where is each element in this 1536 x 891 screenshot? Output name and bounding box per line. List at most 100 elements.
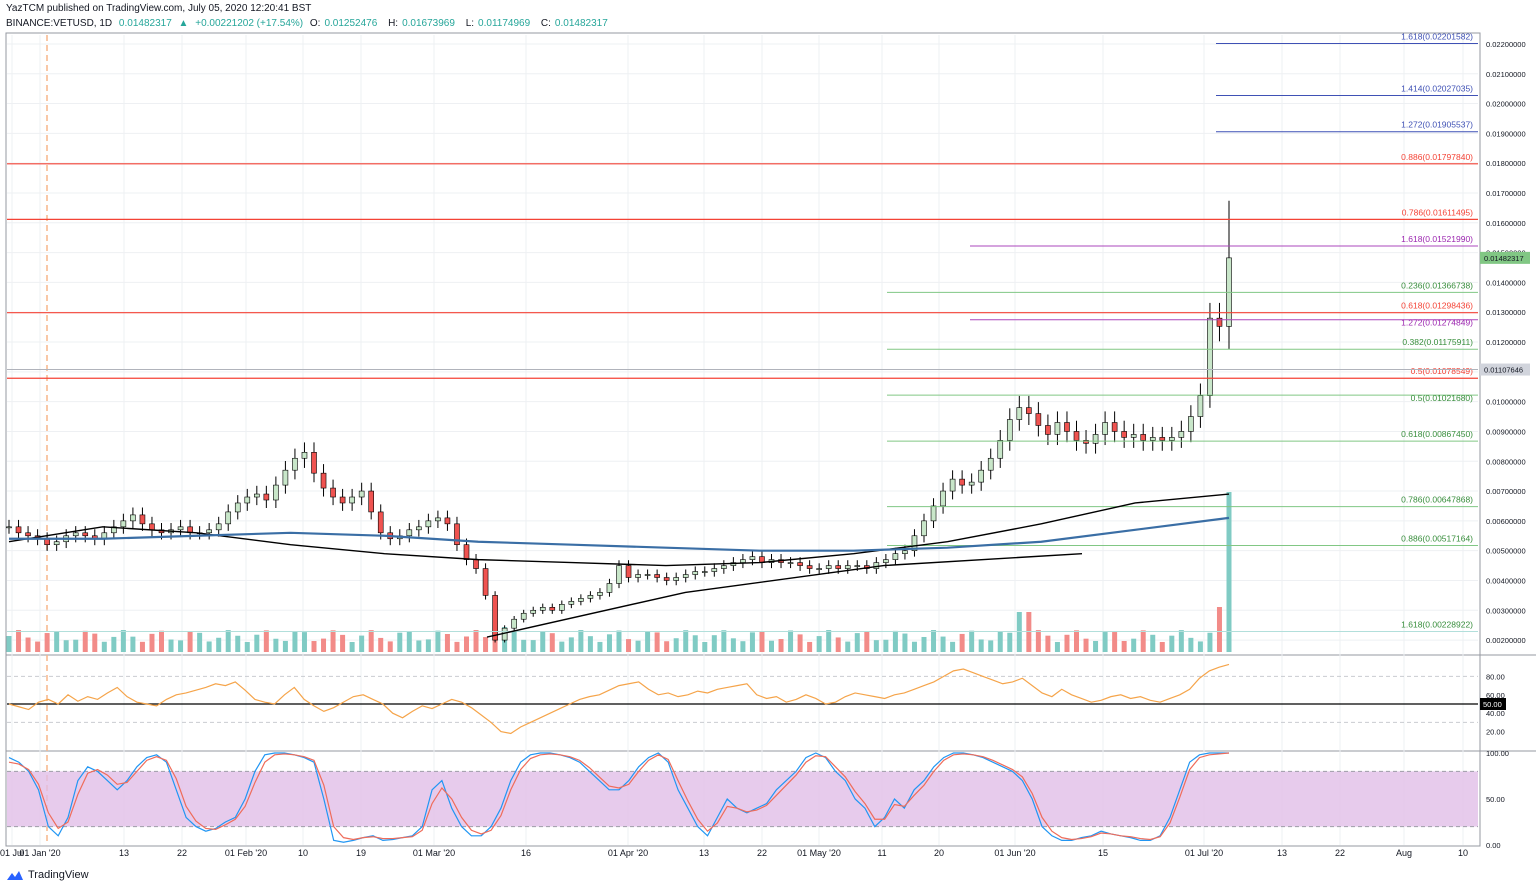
candle-body <box>911 535 918 551</box>
volume-bar <box>464 636 469 652</box>
candle-body <box>682 574 689 578</box>
candle-body <box>177 526 184 531</box>
volume-bar <box>1140 630 1146 652</box>
volume-bar <box>44 633 50 652</box>
price-label-box <box>1480 363 1530 376</box>
volume-bar <box>931 630 937 652</box>
candle-body <box>930 505 937 522</box>
volume-bar <box>1150 634 1156 652</box>
volume-bar <box>111 636 117 652</box>
volume-bar <box>387 641 393 652</box>
candle-body <box>1083 440 1089 444</box>
volume-bar <box>63 640 69 652</box>
x-tick-label: 01 Jan '20 <box>19 848 60 858</box>
level-label: 0.786(0.00647868) <box>1401 495 1473 505</box>
volume-bar <box>178 640 184 652</box>
candle-body <box>1054 422 1061 435</box>
volume-bar <box>1112 632 1118 652</box>
volume-bar <box>1064 634 1070 652</box>
volume-bar <box>521 639 527 652</box>
volume-bar <box>282 640 288 652</box>
volume-bar <box>568 637 574 652</box>
volume-bar <box>444 634 450 652</box>
candle-body <box>740 559 746 563</box>
price-label-box <box>1480 251 1530 264</box>
level-label: 1.414(0.02027035) <box>1401 83 1473 93</box>
price-change: +0.00221202 (+17.54%) <box>195 18 304 29</box>
tradingview-logo-icon[interactable] <box>6 869 24 881</box>
volume-bar <box>149 633 155 652</box>
candle-body <box>606 583 613 593</box>
candle-body <box>349 496 355 504</box>
candle-body <box>673 577 679 581</box>
candle-body <box>940 490 946 507</box>
plot-frame <box>5 32 1481 847</box>
candle-body <box>1216 317 1223 327</box>
high-value: 0.01673969 <box>402 18 455 29</box>
y-tick-label: 0.02100000 <box>1486 70 1526 79</box>
volume-bar <box>73 639 79 652</box>
stoch-d-line <box>8 752 1230 841</box>
candle-body <box>692 571 699 575</box>
volume-bar <box>635 640 641 652</box>
candle-body <box>959 478 965 486</box>
volume-bar <box>597 641 603 652</box>
volume-bar <box>940 636 946 652</box>
x-tick-label: 01 Apr '20 <box>608 848 648 858</box>
volume-bar <box>854 633 860 652</box>
volume-bar <box>1159 641 1165 652</box>
y-tick-label: 0.00300000 <box>1486 606 1526 615</box>
volume-bar <box>435 630 441 652</box>
volume-bar <box>16 630 22 652</box>
level-label: 0.5(0.01021680) <box>1411 393 1474 403</box>
volume-bar <box>273 638 279 652</box>
candle-body <box>654 574 660 578</box>
rsi-value-box <box>1480 698 1506 710</box>
candle-body <box>82 532 89 537</box>
candle-body <box>1064 422 1070 432</box>
candle-body <box>578 598 584 602</box>
candle-body <box>492 595 498 641</box>
volume-bar <box>330 630 336 652</box>
x-tick-label: 01 Jul '20 <box>1185 848 1223 858</box>
volume-bar <box>130 636 136 652</box>
candle-body <box>987 457 994 471</box>
level-label: 1.272(0.01274849) <box>1401 318 1473 328</box>
x-tick-label: Aug <box>1396 848 1412 858</box>
candle-body <box>1149 437 1156 441</box>
y-tick-label: 0.01900000 <box>1486 129 1526 138</box>
volume-bar <box>54 631 60 652</box>
candle-body <box>139 514 146 525</box>
volume-bar <box>397 632 403 652</box>
candle-body <box>892 553 899 560</box>
volume-bar <box>778 639 784 652</box>
volume-bar <box>349 641 355 652</box>
volume-bars <box>6 492 1232 652</box>
candle-body <box>1026 407 1032 414</box>
high-label: H: <box>388 18 399 29</box>
close-label: C: <box>540 18 551 29</box>
x-tick-label: 01 May '20 <box>797 848 841 858</box>
candle-body <box>663 577 670 581</box>
candle-body <box>72 532 79 537</box>
x-tick-label: 22 <box>1335 848 1345 858</box>
candle-body <box>1016 407 1023 420</box>
x-tick-label: 22 <box>757 848 767 858</box>
close-value: 0.01482317 <box>554 18 608 29</box>
candle-body <box>844 565 851 569</box>
level-label: 1.618(0.01521990) <box>1401 234 1473 244</box>
candle-body <box>301 452 308 459</box>
change-arrow-icon: ▲ <box>178 18 189 29</box>
volume-bar <box>797 634 803 652</box>
y-tick-label: 0.02200000 <box>1486 40 1526 49</box>
stoch-band <box>7 771 1478 827</box>
volume-bar <box>1121 640 1127 652</box>
candle-body <box>721 565 727 569</box>
y-tick-label: 0.01400000 <box>1486 278 1526 287</box>
candle-body <box>883 559 889 563</box>
symbol-label[interactable]: BINANCE:VETUSD, 1D <box>6 18 113 29</box>
candle-body <box>587 595 594 599</box>
x-tick-label: 13 <box>1277 848 1287 858</box>
volume-bar <box>225 630 231 652</box>
